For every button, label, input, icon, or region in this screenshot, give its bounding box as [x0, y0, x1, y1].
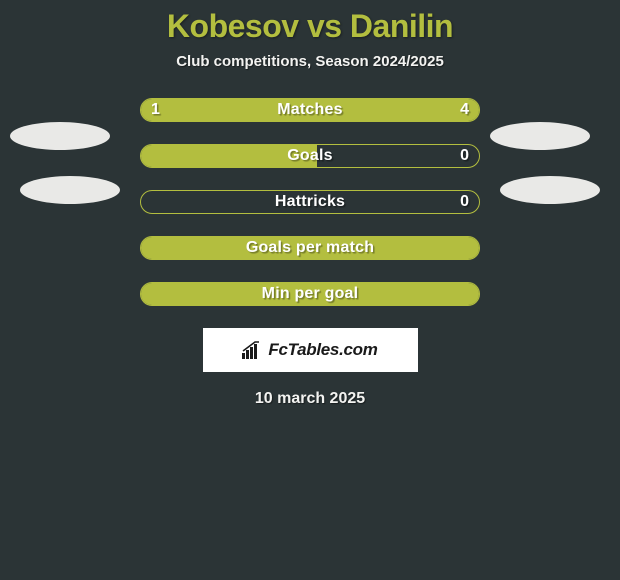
player-badge: [500, 176, 600, 204]
stat-label: Min per goal: [141, 283, 479, 305]
stat-label: Hattricks: [141, 191, 479, 213]
stat-row: Matches1 4: [140, 98, 480, 122]
player-badge: [490, 122, 590, 150]
page-title: Kobesov vs Danilin: [0, 0, 620, 45]
stat-row: Hattricks0: [140, 190, 480, 214]
player-badge: [20, 176, 120, 204]
date-label: 10 march 2025: [0, 390, 620, 408]
comparison-chart: Matches14Goals0Hattricks0Goals per match…: [140, 98, 480, 306]
stat-value-left: 1: [151, 99, 160, 121]
stat-value-right: 0: [460, 191, 469, 213]
stat-label: Goals: [141, 145, 479, 167]
chart-icon: [242, 341, 264, 359]
player-badge: [10, 122, 110, 150]
stat-label: Matches: [141, 99, 479, 121]
stat-row: Goals0: [140, 144, 480, 168]
stat-value-right: 0: [460, 145, 469, 167]
stat-row: Min per goal: [140, 282, 480, 306]
stat-value-right: 4: [460, 99, 469, 121]
subtitle: Club competitions, Season 2024/2025: [0, 53, 620, 70]
brand-label: FcTables.com: [242, 340, 377, 360]
stat-label: Goals per match: [141, 237, 479, 259]
stat-row: Goals per match: [140, 236, 480, 260]
brand-box: FcTables.com: [203, 328, 418, 372]
brand-text: FcTables.com: [268, 340, 377, 360]
